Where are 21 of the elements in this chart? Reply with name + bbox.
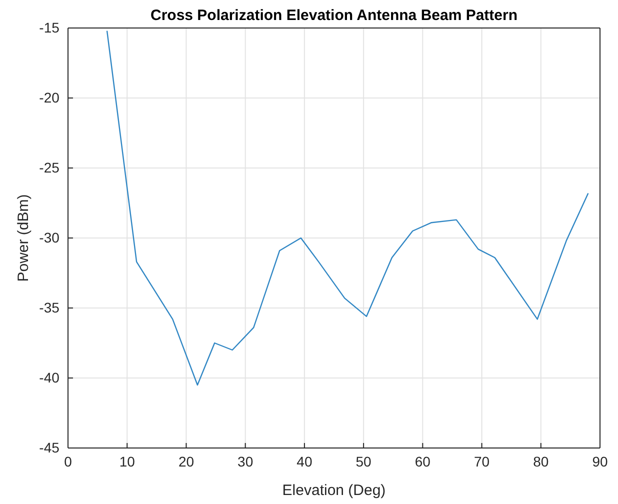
y-tick-label: -40 bbox=[39, 369, 60, 386]
y-axis-title: Power (dBm) bbox=[15, 194, 32, 282]
x-tick-label: 60 bbox=[414, 453, 431, 470]
x-tick-label: 0 bbox=[64, 453, 72, 470]
y-tick-label: -20 bbox=[39, 89, 60, 106]
x-tick-label: 30 bbox=[238, 453, 254, 470]
y-tick-label: -30 bbox=[39, 229, 60, 246]
x-tick-label: 20 bbox=[178, 453, 194, 470]
y-tick-label: -25 bbox=[39, 159, 60, 176]
y-tick-label: -35 bbox=[39, 299, 60, 316]
x-tick-label: 80 bbox=[533, 453, 549, 470]
x-tick-label: 40 bbox=[296, 453, 312, 470]
x-tick-label: 50 bbox=[356, 453, 372, 470]
y-tick-label: -15 bbox=[39, 19, 60, 36]
chart-title: Cross Polarization Elevation Antenna Beam Pattern bbox=[150, 7, 518, 24]
x-axis-title: Elevation (Deg) bbox=[282, 482, 386, 499]
y-tick-label: -45 bbox=[39, 439, 60, 456]
x-tick-label: 70 bbox=[474, 453, 490, 470]
x-tick-label: 10 bbox=[119, 453, 136, 470]
x-tick-label: 90 bbox=[592, 453, 608, 470]
line-series bbox=[106, 30, 589, 386]
